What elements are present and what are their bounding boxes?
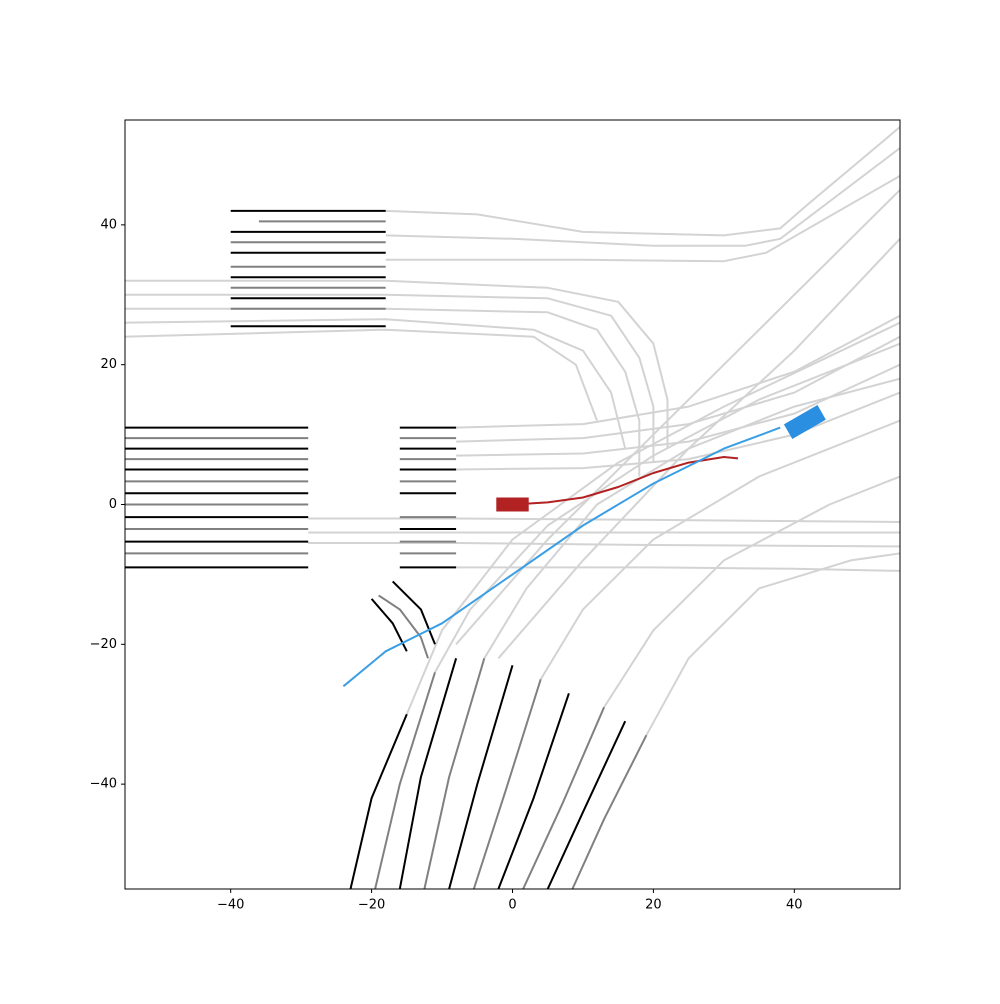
x-tick-label: −20 bbox=[358, 898, 385, 913]
trajectory-line bbox=[308, 517, 900, 523]
vehicle-box bbox=[496, 497, 529, 512]
y-tick-label: −20 bbox=[90, 637, 117, 652]
y-tick-label: −40 bbox=[90, 777, 117, 792]
trajectory-line bbox=[385, 147, 900, 247]
trajectory-line bbox=[546, 720, 627, 889]
trajectory-line bbox=[455, 189, 900, 645]
trajectory-line bbox=[603, 475, 900, 708]
trajectory-line bbox=[456, 566, 900, 572]
trajectory-line bbox=[308, 542, 900, 548]
trajectory-line bbox=[125, 328, 598, 421]
trajectory-line bbox=[385, 175, 900, 263]
x-tick-label: 0 bbox=[508, 898, 516, 913]
trajectory-line bbox=[405, 321, 900, 715]
trajectory-line bbox=[125, 279, 669, 449]
x-tick-label: 20 bbox=[645, 898, 662, 913]
trajectory-line bbox=[456, 391, 900, 471]
trajectory-line bbox=[378, 594, 429, 659]
trajectory-line bbox=[472, 678, 542, 889]
vehicle-box bbox=[783, 405, 826, 439]
trajectory-line bbox=[497, 692, 570, 889]
trajectory-line bbox=[645, 552, 900, 736]
trajectory-line bbox=[571, 734, 648, 889]
x-tick-label: −40 bbox=[217, 898, 244, 913]
y-tick-label: 20 bbox=[100, 357, 117, 372]
trajectory-line bbox=[423, 658, 486, 889]
trajectory-line bbox=[349, 713, 408, 889]
trajectory-line bbox=[398, 658, 458, 889]
trajectory-line bbox=[434, 342, 900, 673]
plot-area bbox=[125, 126, 900, 889]
trajectory-line bbox=[342, 426, 781, 688]
trajectory-line bbox=[385, 126, 900, 237]
trajectory-line bbox=[125, 318, 627, 449]
trajectory-line bbox=[456, 335, 900, 443]
trajectory-line bbox=[448, 665, 514, 889]
x-tick-label: 40 bbox=[786, 898, 803, 913]
trajectory-line bbox=[512, 456, 739, 506]
trajectory-line bbox=[374, 671, 436, 889]
trajectory-line bbox=[539, 419, 900, 680]
trajectory-line bbox=[391, 580, 436, 645]
trajectory-line bbox=[497, 238, 900, 659]
trajectory-line bbox=[522, 706, 606, 889]
trajectory-line bbox=[370, 598, 408, 652]
trajectory-line bbox=[125, 293, 655, 463]
y-tick-label: 0 bbox=[109, 497, 117, 512]
trajectory-line bbox=[456, 314, 900, 429]
y-tick-label: 40 bbox=[100, 217, 117, 232]
